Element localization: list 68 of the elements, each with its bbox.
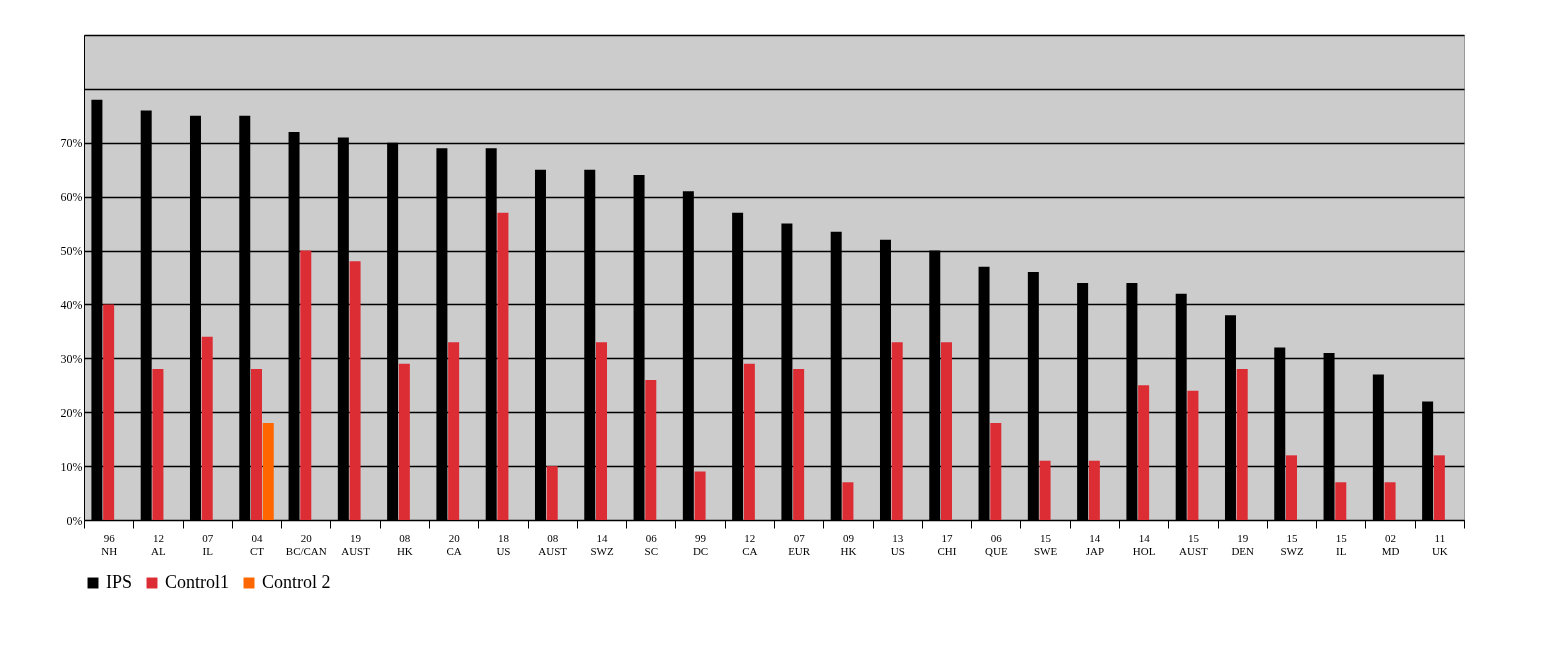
x-tick-label: 15 SWZ xyxy=(1280,531,1304,557)
x-tick-label: 07 IL xyxy=(202,531,214,557)
bar xyxy=(103,304,115,520)
x-tick-label: 17 CHI xyxy=(937,531,957,557)
bar xyxy=(300,250,312,520)
x-tick-label: 02 MD xyxy=(1381,531,1400,557)
x-tick-label: 15 SWE xyxy=(1033,531,1058,557)
x-tick-label: 11 UK xyxy=(1431,531,1448,557)
bar xyxy=(743,363,755,520)
bar xyxy=(1286,455,1297,520)
x-tick-label: 14 HOL xyxy=(1132,531,1156,557)
y-tick-label: 50% xyxy=(60,244,83,259)
legend-label: IPS xyxy=(106,572,133,592)
bar xyxy=(398,363,410,520)
bar xyxy=(262,423,274,520)
bar xyxy=(1039,460,1051,520)
x-tick-label: 12 CA xyxy=(742,531,758,557)
bar xyxy=(1236,369,1248,520)
bar xyxy=(1384,482,1396,520)
x-tick-label: 06 SC xyxy=(644,531,659,557)
bar xyxy=(448,342,460,520)
x-tick-label: 15 IL xyxy=(1335,531,1348,557)
x-tick-label: 20 CA xyxy=(446,531,462,557)
y-tick-label: 60% xyxy=(60,190,83,205)
x-tick-label: 09 HK xyxy=(840,531,857,557)
x-tick-label: 14 JAP xyxy=(1085,531,1105,557)
x-tick-label: 13 US xyxy=(890,531,905,557)
bar xyxy=(546,466,558,520)
bar xyxy=(694,471,706,520)
bar xyxy=(201,336,213,520)
y-tick-label: 70% xyxy=(60,136,83,151)
bar xyxy=(1335,482,1347,520)
x-tick-label: 07 EUR xyxy=(788,531,811,557)
bar xyxy=(941,342,952,520)
bar xyxy=(596,342,607,520)
bar xyxy=(990,423,1002,520)
y-tick-label: 40% xyxy=(60,297,83,312)
x-tick-label: 15 AUST xyxy=(1179,531,1209,557)
bar xyxy=(1187,390,1199,520)
bar xyxy=(152,369,164,520)
x-tick-label: 14 SWZ xyxy=(590,531,614,557)
bar xyxy=(891,342,903,520)
bar xyxy=(1088,460,1100,520)
y-tick-label: 0% xyxy=(66,513,83,528)
y-tick-label: 10% xyxy=(60,459,83,474)
bar xyxy=(1433,455,1445,520)
x-tick-label: 04 CT xyxy=(249,531,265,557)
legend-label: Control1 xyxy=(165,572,230,592)
x-tick-label: 99 DC xyxy=(692,531,709,557)
bar xyxy=(1138,385,1150,520)
y-tick-label: 20% xyxy=(60,405,83,420)
x-tick-label: 20 BC/CAN xyxy=(285,531,327,557)
x-tick-label: 08 AUST xyxy=(538,531,568,557)
x-tick-label: 06 QUE xyxy=(984,531,1008,557)
bar xyxy=(349,261,361,520)
bar xyxy=(793,369,805,520)
bar xyxy=(645,379,657,520)
legend-label: Control 2 xyxy=(262,572,331,592)
bar xyxy=(251,369,262,520)
y-tick-label: 30% xyxy=(60,351,83,366)
x-tick-label: 08 HK xyxy=(396,531,413,557)
x-tick-label: 19 AUST xyxy=(341,531,371,557)
bar xyxy=(842,482,854,520)
x-tick-label: 18 US xyxy=(496,531,511,557)
x-tick-label: 96 NH xyxy=(101,531,118,557)
bar xyxy=(497,212,509,520)
x-tick-label: 12 AL xyxy=(151,531,167,557)
x-tick-label: 19 DEN xyxy=(1231,531,1255,557)
